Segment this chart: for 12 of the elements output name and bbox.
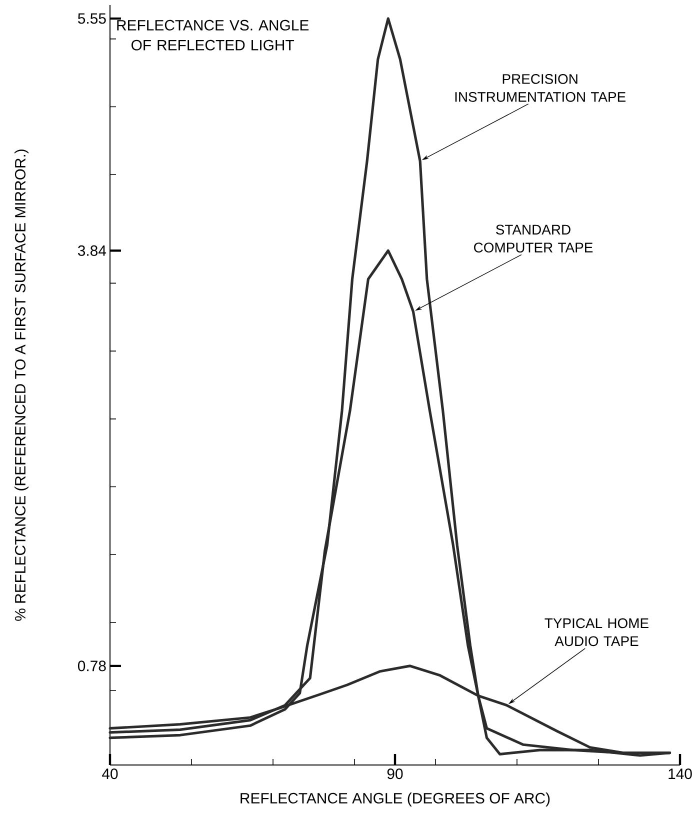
x-axis-title: REFLECTANCE ANGLE (DEGREES OF ARC) (240, 792, 550, 806)
x-tick-label: 40 (102, 768, 118, 780)
x-tick-label: 140 (668, 768, 692, 780)
text: REFLECTANCE VS. ANGLE OF REFLECTED LIGHT (117, 20, 309, 50)
x-tick-label: 90 (387, 768, 403, 780)
y-tick-label: 5.55 (78, 13, 106, 24)
annotation: TYPICAL HOME AUDIO TAPE (544, 618, 648, 646)
y-tick-label: 0.78 (78, 660, 106, 672)
y-tick-label: 3.84 (78, 245, 106, 256)
annotation: PRECISION INSTRUMENTATION TAPE (455, 74, 626, 102)
annotation: STANDARD COMPUTER TAPE (474, 224, 593, 253)
y-axis-title: % REFLECTANCE (REFERENCED TO A FIRST SURFACE MIRROR.) (14, 150, 28, 621)
